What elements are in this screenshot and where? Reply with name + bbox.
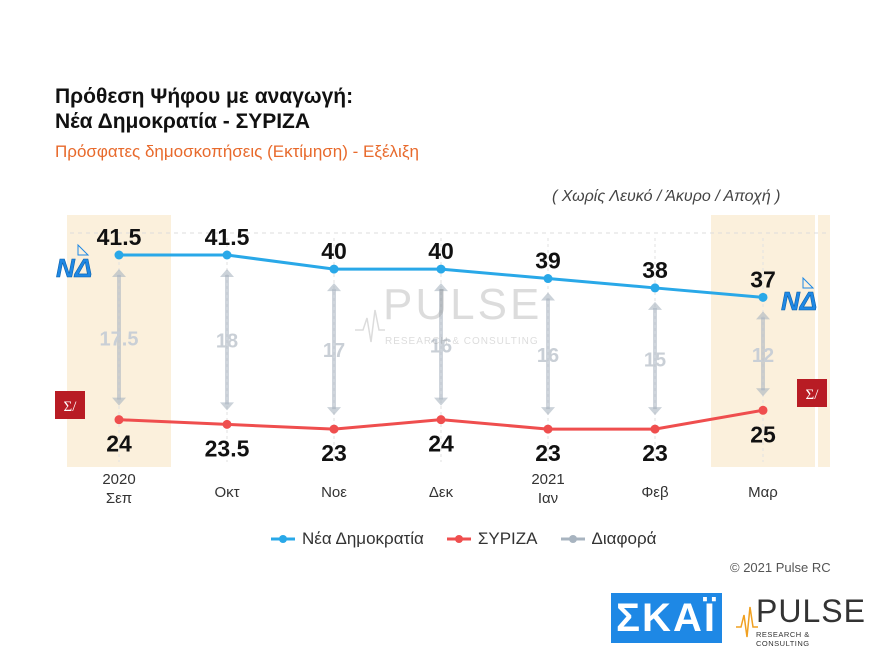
difference-arrow-head-top-0 <box>112 269 126 277</box>
difference-arrow-head-top-1 <box>220 269 234 277</box>
x-tick-label-month-5: Φεβ <box>641 484 669 501</box>
data-point-nd-1 <box>222 250 232 260</box>
x-tick-label-year-4: 2021 <box>531 471 564 488</box>
difference-label-4: 16 <box>537 345 559 367</box>
syriza-logo-right: Σ/ <box>806 387 820 403</box>
legend-marker-difference <box>560 535 585 543</box>
data-point-syriza-3 <box>436 415 446 425</box>
chart-title: Πρόθεση Ψήφου με αναγωγή: Νέα Δημοκρατία… <box>55 84 353 134</box>
nd-value-label-6: 37 <box>750 266 776 292</box>
syriza-value-label-1: 23.5 <box>205 435 250 461</box>
legend-marker-nd <box>271 535 295 543</box>
difference-arrow-head-bottom-6 <box>756 388 770 397</box>
difference-label-5: 15 <box>644 350 666 372</box>
data-point-syriza-6 <box>758 405 768 415</box>
data-point-nd-2 <box>329 264 339 274</box>
syriza-value-label-6: 25 <box>750 421 776 447</box>
syriza-value-label-5: 23 <box>642 440 668 466</box>
syriza-value-label-3: 24 <box>428 431 454 457</box>
x-tick-label-month-0: Σεπ <box>106 490 132 507</box>
x-tick-label-month-6: Μαρ <box>748 484 778 501</box>
chart-note: ( Χωρίς Λευκό / Άκυρο / Αποχή ) <box>552 188 781 205</box>
nd-value-label-0: 41.5 <box>97 224 142 250</box>
title-line-2: Νέα Δημοκρατία - ΣΥΡΙΖΑ <box>55 110 311 133</box>
data-point-syriza-0 <box>114 415 124 425</box>
x-tick-label-month-4: Ιαν <box>538 490 558 507</box>
legend-label-syriza: ΣΥΡΙΖΑ <box>477 529 538 548</box>
x-tick-label-month-2: Νοε <box>321 484 347 501</box>
data-point-syriza-2 <box>329 424 339 434</box>
nd-logo-right: ΝΔ <box>781 286 817 316</box>
difference-label-3: 16 <box>430 335 452 357</box>
difference-arrow-head-bottom-3 <box>434 397 448 406</box>
difference-arrow-head-top-4 <box>541 292 555 301</box>
data-point-syriza-4 <box>543 424 553 434</box>
nd-logo-left: ΝΔ <box>56 253 92 283</box>
syriza-value-label-4: 23 <box>535 440 561 466</box>
pulse-logo-wave-icon <box>736 606 758 638</box>
difference-label-2: 17 <box>323 340 345 362</box>
legend-item-nd: Νέα Δημοκρατία <box>270 529 424 549</box>
difference-arrow-head-top-5 <box>648 301 662 310</box>
data-point-syriza-5 <box>650 424 660 434</box>
difference-arrow-head-top-3 <box>434 283 448 292</box>
difference-label-1: 18 <box>216 331 238 353</box>
data-point-nd-5 <box>650 283 660 293</box>
pulse-logo: PULSE RESEARCH & CONSULTING <box>736 593 865 648</box>
line-chart: 17.5 18 17 16 16 15 12 41.5 24 41.5 23.5 40 23 40 24 39… <box>55 215 830 507</box>
legend-item-difference: Διαφορά <box>560 529 657 549</box>
data-point-nd-6 <box>758 292 768 302</box>
syriza-logo-bg-left <box>55 391 85 419</box>
highlight-column-edge <box>818 215 830 467</box>
nd-value-label-1: 41.5 <box>205 224 250 250</box>
difference-label-0: 17.5 <box>100 328 139 350</box>
chart-subtitle: Πρόσφατες δημοσκοπήσεις (Εκτίμηση) - Εξέ… <box>55 142 419 161</box>
nd-value-label-2: 40 <box>321 238 347 264</box>
nd-value-label-4: 39 <box>535 248 561 274</box>
nd-value-label-5: 38 <box>642 257 668 283</box>
difference-label-6: 12 <box>752 345 774 367</box>
difference-arrow-head-top-6 <box>756 311 770 320</box>
title-line-1: Πρόθεση Ψήφου με αναγωγή: <box>55 85 354 108</box>
pulse-logo-word: PULSE <box>756 593 866 629</box>
difference-arrow-head-bottom-4 <box>541 407 555 416</box>
difference-arrow-head-bottom-2 <box>327 407 341 416</box>
data-point-nd-4 <box>543 274 553 284</box>
difference-arrow-head-bottom-1 <box>220 402 234 411</box>
pulse-logo-tag: RESEARCH & CONSULTING <box>756 630 810 648</box>
legend-marker-syriza <box>446 535 471 543</box>
data-point-syriza-1 <box>222 419 232 429</box>
legend-label-nd: Νέα Δημοκρατία <box>302 529 424 548</box>
difference-arrow-head-bottom-0 <box>112 397 126 406</box>
syriza-logo-bg-right <box>797 379 827 407</box>
x-tick-label-month-1: Οκτ <box>214 484 239 501</box>
skai-logo: ΣΚΑΪ <box>611 593 722 643</box>
legend-item-syriza: ΣΥΡΙΖΑ <box>446 529 538 549</box>
difference-arrow-head-top-2 <box>327 283 341 292</box>
difference-arrow-head-bottom-5 <box>648 407 662 416</box>
x-tick-label-year-0: 2020 <box>102 471 135 488</box>
copyright-text: © 2021 Pulse RC <box>730 560 831 575</box>
syriza-value-label-0: 24 <box>106 431 132 457</box>
syriza-logo-left: Σ/ <box>64 399 78 415</box>
syriza-value-label-2: 23 <box>321 440 347 466</box>
x-tick-label-month-3: Δεκ <box>429 484 454 501</box>
nd-logo-mark-left <box>77 243 90 256</box>
nd-logo-mark-right <box>802 276 815 289</box>
data-point-nd-3 <box>436 264 446 274</box>
data-point-nd-0 <box>114 250 124 260</box>
legend-label-difference: Διαφορά <box>591 529 657 548</box>
chart-legend: Νέα Δημοκρατία ΣΥΡΙΖΑ Διαφορά <box>270 529 656 549</box>
nd-value-label-3: 40 <box>428 238 454 264</box>
